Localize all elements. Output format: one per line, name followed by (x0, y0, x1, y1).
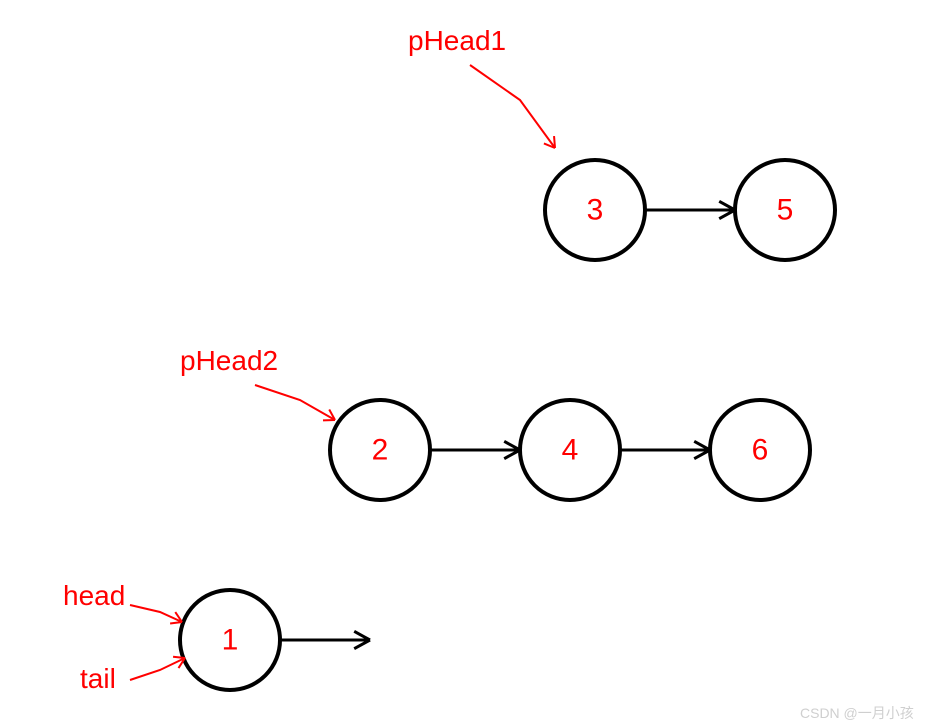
pointer-arrow-pHead1 (470, 65, 555, 148)
pointer-arrow-pHead2 (255, 385, 335, 420)
node-label-2: 2 (372, 434, 389, 467)
pointer-label-pHead2: pHead2 (180, 345, 278, 376)
edge-n3-n5 (645, 201, 735, 218)
node-label-3: 3 (587, 194, 604, 227)
pointer-arrow-head (130, 605, 182, 623)
pointer-label-tail: tail (80, 663, 116, 694)
edge-n4-n6 (620, 441, 710, 458)
edge-n2-n4 (430, 441, 520, 458)
watermark: CSDN @一月小孩 (800, 705, 914, 721)
pointer-label-head: head (63, 580, 125, 611)
node-label-4: 4 (562, 434, 579, 467)
pointer-label-pHead1: pHead1 (408, 25, 506, 56)
linked-list-diagram: 3 5 2 4 6 1 pHead1 pHead2 head tail CSDN @一月小孩 (0, 0, 938, 727)
pointer-arrow-tail (130, 657, 185, 680)
node-label-6: 6 (752, 434, 769, 467)
node-label-1: 1 (222, 624, 239, 657)
edge-n1-dangling (280, 631, 370, 648)
node-label-5: 5 (777, 194, 794, 227)
